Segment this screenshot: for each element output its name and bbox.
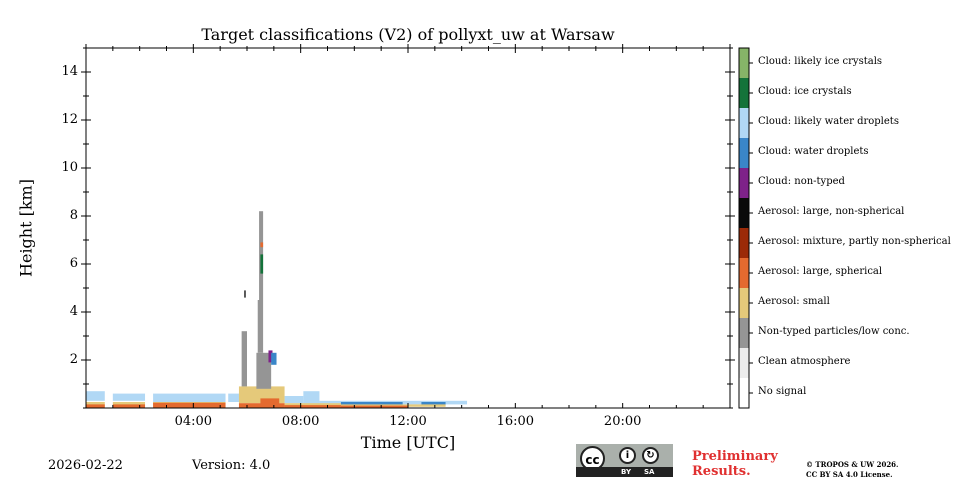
region-non-typed-particles-low-conc (241, 331, 247, 387)
colorbar-label: Cloud: ice crystals (758, 86, 852, 97)
region-non-typed-particles-low-conc (256, 352, 272, 389)
region-aerosol-small (284, 403, 341, 407)
share-alike-icon: ↻ (642, 447, 659, 464)
region-cloud-non-typed (268, 350, 273, 363)
colorbar-swatch-aerosol-large-spherical (739, 258, 749, 288)
preliminary-results-note: Preliminary Results. (692, 449, 778, 479)
region-cloud-likely-water-droplets (153, 393, 226, 402)
region-aerosol-small (340, 404, 446, 407)
colorbar-border (738, 47, 750, 409)
colorbar-label: Cloud: likely ice crystals (758, 56, 883, 67)
data-regions (86, 211, 468, 408)
axis-ticks (81, 44, 735, 409)
license-sa-label: SA (644, 468, 655, 476)
region-cloud-likely-water-droplets (86, 391, 105, 401)
colorbar-swatch-cloud-likely-water-droplets (739, 108, 749, 138)
colorbar-label: Cloud: likely water droplets (758, 116, 899, 127)
y-tick-label: 2 (69, 352, 78, 367)
colorbar-label: Cloud: water droplets (758, 146, 869, 157)
x-tick-label: 04:00 (174, 414, 213, 429)
y-tick-label: 8 (69, 208, 78, 223)
region-aerosol-large-non-spherical (244, 290, 246, 298)
region-cloud-water-droplets (340, 402, 403, 406)
x-tick-label: 16:00 (496, 414, 535, 429)
colorbar (738, 47, 753, 409)
colorbar-label: Cloud: non-typed (758, 176, 845, 187)
region-aerosol-large-spherical (340, 405, 408, 408)
plot-frame (85, 47, 731, 409)
license-by-label: BY (621, 468, 632, 476)
colorbar-swatch-non-typed-particles-low-conc (739, 318, 749, 348)
colorbar-swatch-aerosol-large-non-spherical (739, 198, 749, 228)
copyright-line-2: CC BY SA 4.0 License. (806, 470, 893, 479)
colorbar-swatch-aerosol-small (739, 288, 749, 318)
region-cloud-likely-water-droplets (112, 393, 146, 401)
region-cloud-ice-crystals (260, 254, 264, 274)
y-tick-label: 4 (69, 304, 78, 319)
colorbar-swatch-cloud-likely-ice-crystals (739, 48, 749, 78)
x-tick-label: 12:00 (389, 414, 427, 429)
cc-logo-icon: cc (580, 446, 605, 471)
colorbar-label: Non-typed particles/low conc. (758, 326, 910, 337)
colorbar-swatch-clean-atmosphere (739, 348, 749, 378)
region-cloud-water-droplets (421, 402, 446, 406)
colorbar-label: Aerosol: large, non-spherical (758, 206, 905, 217)
x-axis-label: Time [UTC] (360, 433, 456, 452)
copyright-notice: © TROPOS & UW 2026. CC BY SA 4.0 License… (806, 460, 956, 480)
colorbar-label: No signal (758, 386, 807, 397)
colorbar-swatch-cloud-non-typed (739, 168, 749, 198)
region-aerosol-large-spherical (153, 402, 226, 408)
colorbar-swatch-no-signal (739, 378, 749, 408)
cc-license-badge[interactable]: cc i ↻ BY SA (576, 444, 673, 477)
colorbar-label: Aerosol: small (758, 296, 830, 307)
y-tick-label: 10 (61, 160, 78, 175)
colorbar-label: Aerosol: large, spherical (758, 266, 883, 277)
y-tick-label: 6 (69, 256, 78, 271)
region-cloud-likely-water-droplets (284, 396, 304, 404)
colorbar-swatch-cloud-water-droplets (739, 138, 749, 168)
region-aerosol-large-spherical (112, 404, 146, 408)
colorbar-swatch-aerosol-mixture-partly-non-spherical (739, 228, 749, 258)
colorbar-swatch-cloud-ice-crystals (739, 78, 749, 108)
version-label: Version: 4.0 (192, 458, 271, 473)
x-tick-label: 08:00 (281, 414, 320, 429)
region-aerosol-large-spherical (86, 404, 105, 408)
colorbar-label: Aerosol: mixture, partly non-spherical (758, 236, 951, 247)
y-tick-label: 14 (61, 64, 78, 79)
chart-title: Target classifications (V2) of pollyxt_u… (201, 25, 615, 44)
license-strip (576, 467, 673, 477)
colorbar-label: Clean atmosphere (758, 356, 851, 367)
region-cloud-water-droplets (271, 352, 277, 365)
region-non-typed-particles-low-conc (257, 300, 264, 353)
copyright-line-1: © TROPOS & UW 2026. (806, 460, 899, 469)
x-tick-label: 20:00 (603, 414, 642, 429)
measurement-date: 2026-02-22 (48, 458, 123, 473)
region-aerosol-large-spherical (260, 242, 264, 248)
region-cloud-likely-water-droplets (228, 393, 242, 402)
region-aerosol-large-spherical (284, 405, 341, 408)
y-axis-label: Height [km] (16, 179, 36, 277)
region-aerosol-large-spherical (260, 398, 280, 408)
region-cloud-likely-water-droplets (303, 391, 320, 406)
attribution-person-icon: i (619, 447, 636, 464)
y-tick-label: 12 (61, 112, 78, 127)
